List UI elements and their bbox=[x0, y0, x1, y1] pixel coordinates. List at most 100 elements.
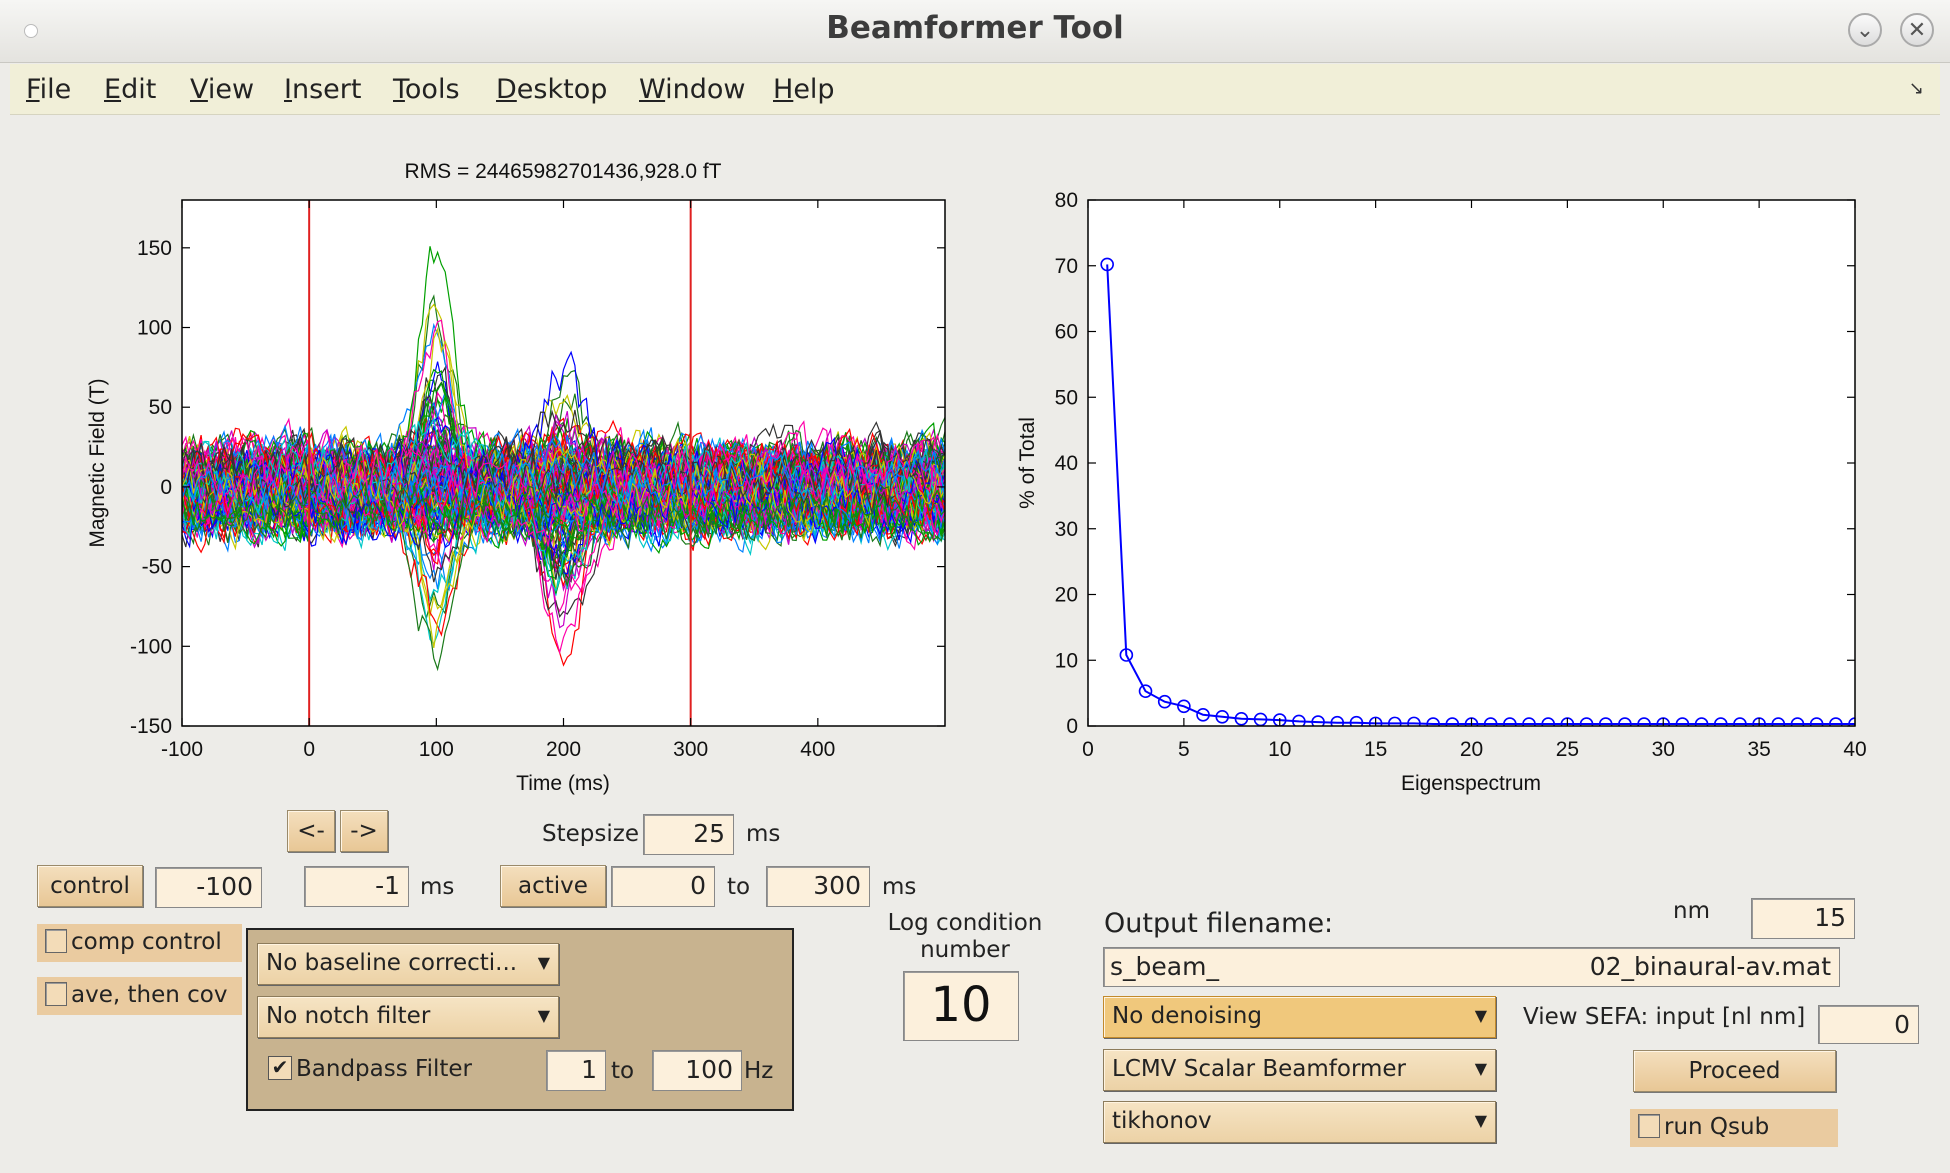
chart1-xtick-label: -100 bbox=[161, 738, 203, 761]
title-bar: Beamformer Tool ⌄ ✕ bbox=[0, 0, 1950, 63]
log-condition-label: Log condition bbox=[887, 910, 1043, 936]
proceed-button[interactable]: Proceed bbox=[1633, 1050, 1836, 1092]
ave-then-cov-box[interactable] bbox=[45, 981, 67, 1006]
active-button[interactable]: active bbox=[500, 865, 606, 907]
chart2-point bbox=[1541, 717, 1555, 726]
output-filename-label: Output filename: bbox=[1104, 908, 1334, 939]
chevron-down-icon: ▼ bbox=[1474, 1006, 1487, 1025]
baseline-select[interactable]: No baseline correcti... ▼ bbox=[257, 943, 559, 985]
control-button[interactable]: control bbox=[37, 865, 143, 907]
chart1-xtick-label: 300 bbox=[673, 738, 708, 761]
chart2-axes: 0 5 10 15 20 25 30 35 40 0 10 20 30 40 50 60 70 80 bbox=[1055, 189, 1867, 761]
chart1-xlabel: Time (ms) bbox=[516, 772, 610, 795]
menu-desktop[interactable]: Desktop bbox=[496, 74, 608, 105]
bandpass-checkbox[interactable]: ✔ Bandpass Filter bbox=[268, 1055, 472, 1082]
chart1-xtick-label: 400 bbox=[800, 738, 835, 761]
chart2-point bbox=[1272, 713, 1287, 726]
chart2-point bbox=[1694, 717, 1709, 726]
chart2-ytick-label: 70 bbox=[1055, 255, 1078, 278]
chart2-point bbox=[1407, 716, 1421, 726]
chart2-xtick-label: 15 bbox=[1364, 738, 1387, 761]
comp-control-box[interactable] bbox=[45, 928, 67, 953]
chart1-ytick-label: -100 bbox=[130, 635, 172, 658]
chart2-xtick-label: 20 bbox=[1460, 738, 1483, 761]
comp-control-checkbox[interactable]: comp control bbox=[37, 924, 242, 962]
chart2-point bbox=[1445, 717, 1460, 726]
chart2-point bbox=[1426, 717, 1440, 726]
chart2-point bbox=[1215, 709, 1230, 724]
menu-tools[interactable]: Tools bbox=[393, 74, 460, 105]
menu-edit[interactable]: Edit bbox=[104, 74, 157, 105]
chart2-point bbox=[1598, 717, 1613, 726]
control-start-input[interactable]: -100 bbox=[155, 867, 262, 908]
chart2-point bbox=[1637, 717, 1651, 726]
next-step-button[interactable]: -> bbox=[340, 810, 388, 852]
chart1-xtick-label: 0 bbox=[303, 738, 315, 761]
chevron-down-icon: ▼ bbox=[537, 953, 550, 972]
beamformer-select[interactable]: LCMV Scalar Beamformer ▼ bbox=[1103, 1049, 1496, 1091]
run-qsub-box[interactable] bbox=[1638, 1113, 1660, 1138]
active-start-input[interactable]: 0 bbox=[611, 866, 715, 907]
chart2-point bbox=[1733, 717, 1747, 726]
checkmark-icon[interactable]: ✔ bbox=[268, 1055, 292, 1080]
menu-file[interactable]: File bbox=[26, 74, 72, 105]
bandpass-low-input[interactable]: 1 bbox=[546, 1050, 606, 1091]
menu-insert[interactable]: Insert bbox=[284, 74, 362, 105]
chart2-point bbox=[1368, 716, 1383, 726]
active-end-input[interactable]: 300 bbox=[766, 866, 870, 907]
dock-arrow-icon[interactable]: ↘ bbox=[1908, 78, 1924, 99]
chart2-ytick-label: 80 bbox=[1055, 189, 1078, 212]
stepsize-unit: ms bbox=[746, 821, 781, 847]
chart2-ylabel: % of Total bbox=[1016, 417, 1039, 509]
chart2-ytick-label: 60 bbox=[1055, 321, 1078, 344]
menu-window[interactable]: Window bbox=[639, 74, 746, 105]
log-condition-label-2: number bbox=[920, 937, 1010, 963]
bandpass-unit: Hz bbox=[744, 1058, 774, 1084]
chart2-ytick-label: 50 bbox=[1055, 386, 1078, 409]
menu-bar: File Edit View Insert Tools Desktop Wind… bbox=[10, 64, 1940, 115]
chart2-point bbox=[1349, 715, 1364, 726]
chart1-ytick-label: 150 bbox=[137, 237, 172, 260]
output-filename-input[interactable]: s_beam_ 02_binaural-av.mat bbox=[1103, 947, 1840, 987]
sefa-input[interactable]: 0 bbox=[1818, 1005, 1919, 1044]
chart2-point bbox=[1713, 717, 1728, 726]
close-icon[interactable]: ✕ bbox=[1900, 13, 1934, 47]
chart1-title: RMS = 24465982701436,928.0 fT bbox=[405, 160, 722, 183]
stepsize-input[interactable]: 25 bbox=[643, 814, 734, 855]
chart2-series-line bbox=[1106, 264, 1855, 725]
chart2-point bbox=[1157, 694, 1172, 709]
minimize-icon[interactable]: ⌄ bbox=[1848, 13, 1882, 47]
denoising-select[interactable]: No denoising ▼ bbox=[1103, 996, 1496, 1038]
bandpass-high-input[interactable]: 100 bbox=[652, 1050, 742, 1091]
active-unit: ms bbox=[882, 874, 917, 900]
chart1-ylabel: Magnetic Field (T) bbox=[86, 378, 109, 547]
menu-view[interactable]: View bbox=[190, 74, 255, 105]
chart2-ytick-label: 40 bbox=[1055, 452, 1078, 475]
ave-then-cov-checkbox[interactable]: ave, then cov bbox=[37, 977, 242, 1015]
menu-help[interactable]: Help bbox=[773, 74, 835, 105]
chart2-xtick-label: 40 bbox=[1843, 738, 1866, 761]
chart2-point bbox=[1138, 684, 1153, 698]
notch-filter-select[interactable]: No notch filter ▼ bbox=[257, 996, 559, 1038]
chart1-ytick-label: 0 bbox=[160, 476, 172, 499]
chart1-xtick-label: 200 bbox=[546, 738, 581, 761]
chart2-xtick-label: 25 bbox=[1556, 738, 1579, 761]
regularization-select[interactable]: tikhonov ▼ bbox=[1103, 1101, 1496, 1143]
chart2-xtick-label: 0 bbox=[1082, 738, 1094, 761]
window-title: Beamformer Tool bbox=[826, 10, 1124, 46]
chart2-xtick-label: 35 bbox=[1747, 738, 1770, 761]
nm-input[interactable]: 15 bbox=[1751, 898, 1855, 939]
chart2-ytick-label: 30 bbox=[1055, 518, 1078, 541]
run-qsub-checkbox[interactable]: run Qsub bbox=[1630, 1109, 1838, 1147]
chart2-point bbox=[1522, 717, 1536, 726]
active-to-label: to bbox=[727, 874, 751, 900]
window-menu-icon[interactable] bbox=[24, 24, 38, 38]
control-end-input[interactable]: -1 bbox=[304, 866, 409, 907]
chart1-ytick-label: 100 bbox=[137, 317, 172, 340]
chart2-point bbox=[1790, 717, 1805, 726]
prev-step-button[interactable]: <- bbox=[287, 810, 335, 852]
log-condition-value: 10 bbox=[903, 971, 1019, 1041]
chart2-point bbox=[1503, 717, 1517, 726]
